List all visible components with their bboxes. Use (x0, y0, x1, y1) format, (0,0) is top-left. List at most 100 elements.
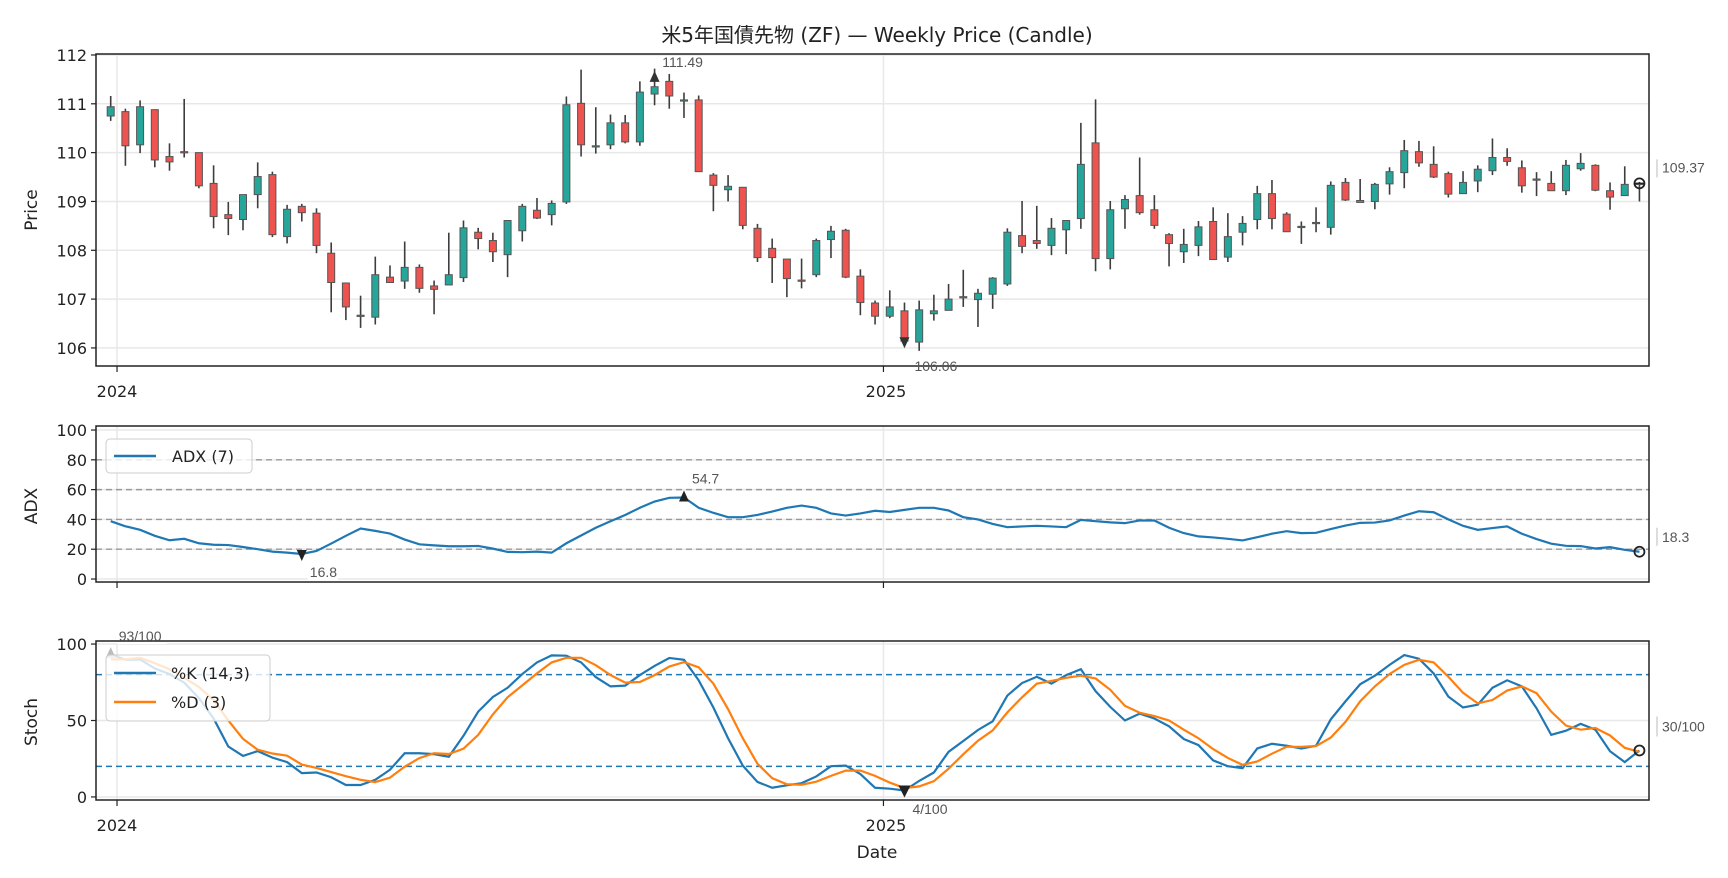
price-x-tick-label-2025: 2025 (866, 382, 907, 401)
candle (532, 198, 541, 220)
candle (1561, 159, 1570, 196)
candle-body-up (1473, 168, 1482, 182)
candle-body-down (150, 109, 159, 161)
candle-body-up (1488, 157, 1497, 172)
candle-body-up (591, 145, 600, 148)
price-last-value-label: 109.37 (1662, 159, 1705, 175)
candle-body-up (1385, 171, 1394, 185)
candle (253, 162, 262, 209)
candle-body-down (297, 205, 306, 214)
price-y-axis-label: Price (22, 189, 42, 230)
candle-body-down (268, 174, 277, 236)
adx-y-axis-label: ADX (22, 487, 42, 524)
candle-body-up (1194, 226, 1203, 246)
candle-body-up (518, 205, 527, 232)
candle-body-up (929, 310, 938, 315)
candle (1209, 207, 1218, 261)
candle-body-up (988, 277, 997, 295)
candle (1018, 200, 1027, 254)
candle-body-up (106, 106, 115, 117)
candle (327, 242, 336, 313)
candle-body-down (1429, 163, 1438, 178)
candle-body-down (341, 282, 350, 308)
candle (430, 280, 439, 315)
y-tick-label: 50 (67, 712, 87, 731)
candle (1326, 181, 1335, 235)
candle (753, 223, 762, 262)
stoch-y-axis-label: Stoch (22, 698, 42, 746)
y-tick-label: 0 (77, 788, 87, 807)
candle-body-down (385, 276, 394, 284)
candle-body-down (1356, 199, 1365, 203)
candle (165, 143, 174, 171)
min-label-background (912, 358, 965, 372)
candle (1547, 171, 1556, 192)
candle (238, 194, 247, 231)
candle-body-up (1400, 150, 1409, 174)
candle (444, 232, 453, 286)
candle-body-up (283, 208, 292, 238)
candle (724, 175, 733, 202)
candle-body-up (547, 202, 556, 216)
candle-body-down (180, 151, 189, 154)
candle-body-down (1018, 235, 1027, 247)
candle-body-down (224, 214, 233, 220)
stoch-x-tick-label-2025: 2025 (866, 816, 907, 835)
y-tick-label: 107 (56, 290, 87, 309)
candle (871, 300, 880, 325)
y-tick-label: 100 (56, 635, 87, 654)
candle-body-up (238, 194, 247, 221)
candle (1062, 219, 1071, 255)
candle (371, 256, 380, 325)
x-axis-label-date: Date (857, 843, 898, 863)
candle (591, 107, 600, 154)
candle (474, 227, 483, 250)
candle-body-down (430, 285, 439, 290)
candle (415, 264, 424, 293)
candle-body-up (885, 306, 894, 317)
candle-body-up (371, 274, 380, 318)
candle (1473, 165, 1482, 193)
candle-body-down (577, 102, 586, 146)
candle (1032, 205, 1041, 249)
candle-body-up (1076, 163, 1085, 220)
candle-body-down (665, 80, 674, 97)
candle-body-down (871, 302, 880, 317)
candle-body-up (650, 86, 659, 95)
stoch-legend-d-label: %D (3) (171, 693, 226, 712)
candle (1253, 185, 1262, 230)
stoch-last-circle-marker (1633, 744, 1646, 757)
y-tick-label: 0 (77, 570, 87, 589)
adx-legend-label: ADX (7) (172, 447, 234, 466)
candle-body-up (1370, 183, 1379, 202)
candle-body-up (1223, 236, 1232, 258)
candle (709, 173, 718, 212)
axes-frame (95, 425, 1650, 583)
adx-panel: 0 20 40 60 80 100 (56, 421, 1658, 589)
candle (959, 269, 968, 307)
candle-body-down (1341, 181, 1350, 201)
candle-body-up (1120, 199, 1129, 210)
candle-body-up (1179, 243, 1188, 253)
candle-body-down (415, 266, 424, 289)
candle (797, 258, 806, 289)
candle-body-down (209, 182, 218, 218)
y-tick-label: 108 (56, 241, 87, 260)
candle (547, 200, 556, 226)
candle (694, 95, 703, 173)
candle (1370, 182, 1379, 210)
candle (385, 265, 394, 284)
stoch-max-annotation: 93/100 (119, 628, 162, 644)
candle (400, 241, 409, 289)
candle-body-up (400, 266, 409, 282)
candle-body-up (1576, 162, 1585, 170)
candle-body-up (826, 230, 835, 241)
adx-min-annotation: 16.8 (310, 564, 337, 580)
stoch-legend: %K (14,3) %D (3) (105, 654, 271, 722)
candle (988, 277, 997, 309)
candle (1076, 122, 1085, 229)
candle (782, 258, 791, 298)
candle-body-down (1591, 164, 1600, 191)
y-tick-label: 106 (56, 339, 87, 358)
candle-body-up (1106, 209, 1115, 260)
